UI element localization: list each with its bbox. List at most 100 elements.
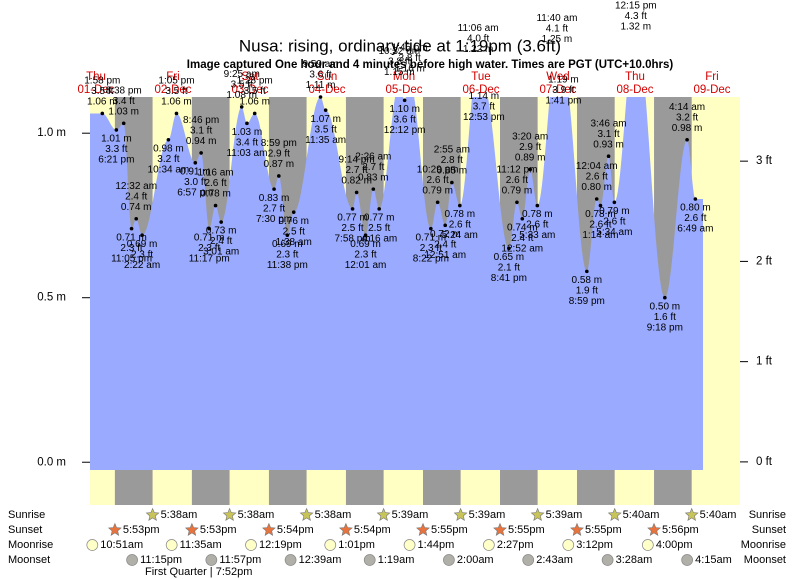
tide-point — [318, 95, 323, 99]
tide-label: 0.50 m — [650, 301, 681, 312]
tide-label: 3.4 ft — [113, 96, 135, 107]
tide-label: 12:01 am — [345, 260, 387, 271]
tide-label: 2.9 ft — [519, 142, 541, 153]
tide-label: 2.3 ft — [276, 249, 298, 260]
moonrise-time: 12:19pm — [259, 539, 302, 551]
tide-label: 12:52 am — [501, 243, 543, 254]
moonrise-time: 10:51am — [100, 539, 143, 551]
tide-label: 0.91 m — [180, 166, 211, 177]
tide-label: 0.71 m — [116, 232, 147, 243]
tide-label: 11:40 am — [536, 13, 577, 24]
sunset-time: 5:55pm — [508, 524, 545, 536]
row-label: Sunrise — [8, 509, 45, 521]
moonrise-icon — [165, 539, 178, 551]
tide-label: 2:55 am — [434, 145, 470, 156]
tide-label: 8:41 pm — [491, 273, 527, 284]
tide-point — [377, 207, 381, 211]
tide-label: 0.85 m — [437, 166, 468, 177]
tide-label: 2.7 ft — [263, 203, 285, 214]
tide-label: 9:14 pm — [339, 155, 375, 166]
tide-label: 2.3 ft — [420, 243, 442, 254]
row-label-right: Moonrise — [741, 539, 786, 551]
tide-label: 0.94 m — [186, 136, 217, 147]
tide-label: 2.5 ft — [283, 226, 305, 237]
tide-label: 12:51 am — [424, 250, 466, 261]
tide-label: 3.4 ft — [236, 137, 258, 148]
tide-point — [134, 216, 139, 221]
moonrise-icon — [245, 539, 257, 551]
y-tick-label: 0.5 m — [37, 292, 66, 304]
sunrise-time: 5:39am — [546, 509, 583, 521]
moonrise-icon — [483, 539, 495, 551]
tide-label: 3.9 ft — [552, 85, 574, 96]
moonset-icon — [284, 554, 297, 566]
tide-label: 3.2 ft — [676, 112, 698, 123]
tide-label: 8:59 pm — [261, 138, 297, 149]
moonset-time: 2:00am — [457, 554, 494, 566]
tide-label: 0.89 m — [515, 153, 546, 164]
tide-label: 9:59 am — [302, 59, 338, 70]
tide-label: 1.01 m — [101, 134, 132, 145]
tide-label: 2.3 ft — [354, 249, 376, 260]
row-label: Moonset — [8, 554, 50, 566]
tide-label: 10:32 am — [378, 46, 420, 57]
tide-label: 2.6 ft — [449, 220, 471, 231]
day-date: 04-Dec — [308, 84, 345, 96]
tide-label: 1.14 m — [469, 91, 500, 102]
tide-label: 0.82 m — [341, 176, 372, 187]
tide-label: 1.06 m — [239, 97, 270, 108]
tide-label: 1:45 pm — [392, 43, 428, 54]
tide-label: 1.6 ft — [654, 312, 676, 323]
tide-label: 4.0 ft — [467, 33, 489, 44]
moonset-time: 3:28am — [616, 554, 653, 566]
moonset-time: 12:39am — [299, 554, 342, 566]
tide-point — [272, 187, 276, 191]
sunset-time: 5:54pm — [354, 524, 391, 536]
tide-label: 2.3 ft — [120, 243, 142, 254]
tide-point — [239, 105, 244, 109]
tide-label: 8:38 pm — [106, 85, 142, 96]
tide-label: 3.1 ft — [190, 126, 212, 137]
tide-label: 2.9 ft — [268, 149, 290, 160]
day-date: 09-Dec — [693, 84, 730, 96]
tide-label: 2.4 ft — [210, 236, 232, 247]
moonset-time: 11:57pm — [219, 554, 261, 566]
day-name: Sun — [317, 71, 337, 83]
day-name: Sat — [241, 71, 259, 83]
moonset-icon — [601, 554, 614, 566]
tide-label: 5:33 am — [519, 230, 555, 241]
y2-tick-label: 1 ft — [756, 356, 773, 368]
tide-point — [350, 207, 355, 211]
tide-label: 0.93 m — [593, 139, 624, 150]
tide-label: 0.74 m — [507, 222, 538, 233]
tide-label: 1.11 m — [306, 80, 336, 91]
tide-point — [252, 111, 257, 116]
tide-label: 2.6 ft — [506, 175, 528, 186]
y2-tick-label: 3 ft — [756, 155, 773, 167]
sunrise-icon — [684, 507, 699, 521]
tide-label: 3.0 ft — [184, 177, 206, 188]
tide-label: 2.6 ft — [589, 220, 611, 231]
tide-point — [323, 108, 328, 112]
moonrise-icon — [324, 539, 337, 551]
tide-label: 0.79 m — [422, 185, 453, 196]
day-name: Tue — [471, 71, 490, 83]
moonrise-icon — [641, 539, 654, 551]
tide-label: 9:18 pm — [647, 322, 683, 333]
tide-label: 4:14 am — [669, 102, 705, 113]
chart-title: Nusa: rising, ordinary tide at 1:19pm (3… — [239, 36, 561, 55]
tide-label: 11:12 pm — [496, 164, 537, 175]
tide-label: 1.22 m — [463, 44, 494, 55]
sunrise-time: 5:40am — [623, 509, 660, 521]
tide-label: 8:22 pm — [413, 253, 449, 264]
sunrise-time: 5:38am — [161, 509, 198, 521]
tide-label: 1.03 m — [108, 106, 139, 117]
tide-label: 0.83 m — [259, 193, 290, 204]
sunset-icon — [261, 522, 276, 536]
tide-label: 3:01 am — [203, 247, 239, 258]
row-label: Moonrise — [8, 539, 53, 551]
moonset-icon — [522, 554, 535, 566]
tide-label: 0.78 m — [522, 209, 553, 220]
chart-subtitle: Image captured One hour and 4 minutes be… — [187, 59, 674, 71]
tide-label: 1.19 m — [548, 74, 579, 85]
